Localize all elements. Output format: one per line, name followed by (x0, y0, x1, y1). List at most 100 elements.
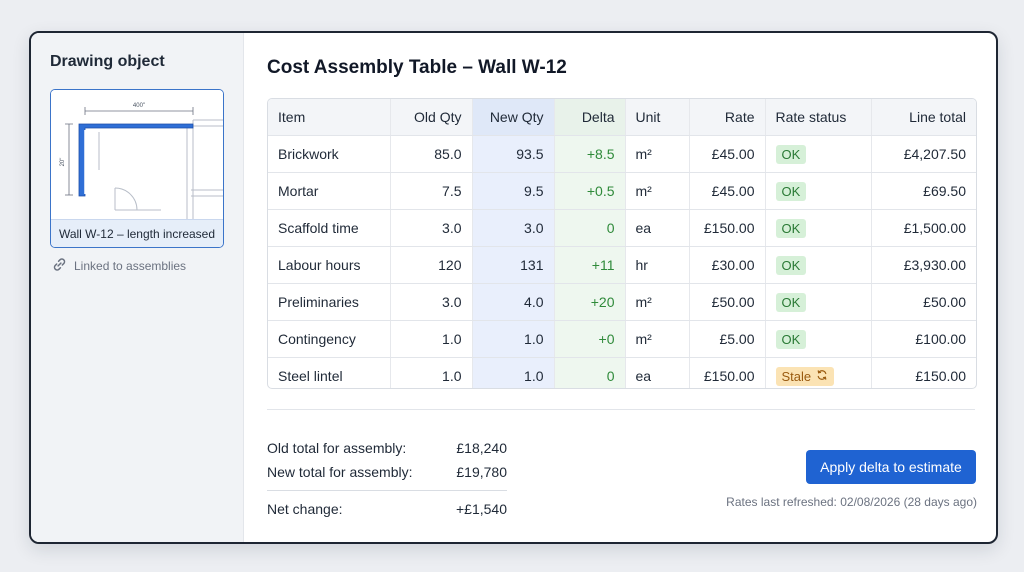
cell-new-qty: 3.0 (472, 209, 555, 247)
cell-rate-status: OK (765, 135, 872, 173)
cell-item: Brickwork (268, 135, 391, 173)
cell-delta: +8.5 (554, 135, 626, 173)
cell-line-total: £4,207.50 (871, 135, 976, 173)
table-row[interactable]: Mortar 7.5 9.5 +0.5 m² £45.00 OK £69.50 (268, 172, 976, 210)
cell-new-qty: 4.0 (472, 283, 555, 321)
column-header-item[interactable]: Item (268, 99, 391, 136)
cell-item: Preliminaries (268, 283, 391, 321)
status-label: OK (781, 220, 801, 236)
refresh-icon[interactable] (816, 369, 828, 384)
cell-old-qty: 1.0 (390, 357, 473, 388)
column-header-rate-status[interactable]: Rate status (765, 99, 872, 136)
cell-delta: +0.5 (554, 172, 626, 210)
drawing-caption: Wall W-12 – length increased (51, 219, 223, 247)
cell-rate: £150.00 (689, 357, 766, 388)
column-header-new-qty[interactable]: New Qty (472, 99, 555, 136)
status-label: OK (781, 183, 801, 199)
cell-new-qty: 93.5 (472, 135, 555, 173)
cell-rate: £50.00 (689, 283, 766, 321)
status-label: OK (781, 331, 801, 347)
summary-separator (267, 490, 507, 491)
status-label: Stale (781, 368, 812, 384)
cell-item: Contingency (268, 320, 391, 358)
dimension-left-label: 20" (60, 158, 66, 167)
old-total-value: £18,240 (456, 440, 507, 456)
column-header-unit[interactable]: Unit (625, 99, 690, 136)
cell-new-qty: 131 (472, 246, 555, 284)
cell-rate: £45.00 (689, 172, 766, 210)
cell-rate-status: OK (765, 246, 872, 284)
sidebar-title: Drawing object (50, 53, 165, 70)
table-row[interactable]: Steel lintel 1.0 1.0 0 ea £150.00 Stale £150.00 (268, 357, 976, 388)
totals-summary: Old total for assembly: £18,240 New tota… (267, 436, 507, 521)
stale-badge[interactable]: Stale (775, 366, 835, 386)
cell-item: Scaffold time (268, 209, 391, 247)
table-row[interactable]: Brickwork 85.0 93.5 +8.5 m² £45.00 OK £4,207.50 (268, 135, 976, 173)
cell-line-total: £100.00 (871, 320, 976, 358)
cell-old-qty: 3.0 (390, 209, 473, 247)
table-row[interactable]: Contingency 1.0 1.0 +0 m² £5.00 OK £100.00 (268, 320, 976, 358)
rates-refreshed-note: Rates last refreshed: 02/08/2026 (28 day… (726, 495, 977, 509)
cost-assembly-table: Item Old Qty New Qty Delta Unit Rate Rat… (267, 98, 977, 389)
cell-new-qty: 1.0 (472, 357, 555, 388)
column-header-rate[interactable]: Rate (689, 99, 766, 136)
apply-delta-button[interactable]: Apply delta to estimate (806, 450, 976, 484)
table-row[interactable]: Preliminaries 3.0 4.0 +20 m² £50.00 OK £50.00 (268, 283, 976, 321)
cell-delta: +11 (554, 246, 626, 284)
new-total-label: New total for assembly: (267, 464, 413, 480)
cell-line-total: £150.00 (915, 368, 966, 384)
cell-rate-status: OK (765, 320, 872, 358)
cell-old-qty: 7.5 (390, 172, 473, 210)
cell-rate: £150.00 (689, 209, 766, 247)
cell-old-qty: 3.0 (390, 283, 473, 321)
ok-badge: OK (775, 329, 807, 349)
cell-unit: m² (625, 135, 690, 173)
cell-delta: 0 (554, 209, 626, 247)
status-label: OK (781, 257, 801, 273)
cell-old-qty: 85.0 (390, 135, 473, 173)
ok-badge: OK (775, 292, 807, 312)
drawing-thumbnail[interactable]: 400" 20" Wall W-12 – length increased (50, 89, 224, 248)
cell-unit: m² (625, 172, 690, 210)
new-total-row: New total for assembly: £19,780 (267, 460, 507, 484)
cell-old-qty: 120 (390, 246, 473, 284)
ok-badge: OK (775, 255, 807, 275)
ok-badge: OK (775, 144, 807, 164)
cell-rate-status: OK (765, 209, 872, 247)
cell-delta: +0 (554, 320, 626, 358)
table-row[interactable]: Scaffold time 3.0 3.0 0 ea £150.00 OK £1,500.00 (268, 209, 976, 247)
cell-rate-status: OK (765, 172, 872, 210)
old-total-row: Old total for assembly: £18,240 (267, 436, 507, 460)
cell-line-total: £1,500.00 (871, 209, 976, 247)
cell-unit: ea (625, 357, 690, 388)
net-change-row: Net change: +£1,540 (267, 497, 507, 521)
wall-w12-highlight (78, 123, 194, 197)
old-total-label: Old total for assembly: (267, 440, 407, 456)
cell-new-qty: 1.0 (472, 320, 555, 358)
dimension-top-label: 400" (133, 103, 145, 109)
cell-old-qty: 1.0 (390, 320, 473, 358)
column-header-old-qty[interactable]: Old Qty (390, 99, 473, 136)
cell-rate-status: Stale (765, 357, 872, 388)
cell-rate: £5.00 (689, 320, 766, 358)
status-label: OK (781, 294, 801, 310)
table-row[interactable]: Labour hours 120 131 +11 hr £30.00 OK £3,930.00 (268, 246, 976, 284)
assembly-window: Drawing object (29, 31, 998, 544)
page-title: Cost Assembly Table – Wall W-12 (267, 57, 567, 78)
cell-rate: £30.00 (689, 246, 766, 284)
cell-item: Steel lintel (268, 357, 391, 388)
column-header-delta[interactable]: Delta (554, 99, 626, 136)
cell-line-total: £50.00 (871, 283, 976, 321)
cell-delta: 0 (554, 357, 626, 388)
cell-unit: m² (625, 283, 690, 321)
table-body: Brickwork 85.0 93.5 +8.5 m² £45.00 OK £4,207.50… (268, 135, 976, 388)
new-total-value: £19,780 (456, 464, 507, 480)
section-divider (267, 409, 975, 410)
linked-to-assemblies[interactable]: Linked to assemblies (52, 257, 186, 275)
wall-plan-drawing: 400" 20" (51, 90, 223, 220)
cell-rate-status: OK (765, 283, 872, 321)
net-change-value: +£1,540 (456, 501, 507, 517)
table-header-row: Item Old Qty New Qty Delta Unit Rate Rat… (268, 99, 976, 136)
cell-line-total: £3,930.00 (871, 246, 976, 284)
column-header-line-total[interactable]: Line total (871, 99, 976, 136)
